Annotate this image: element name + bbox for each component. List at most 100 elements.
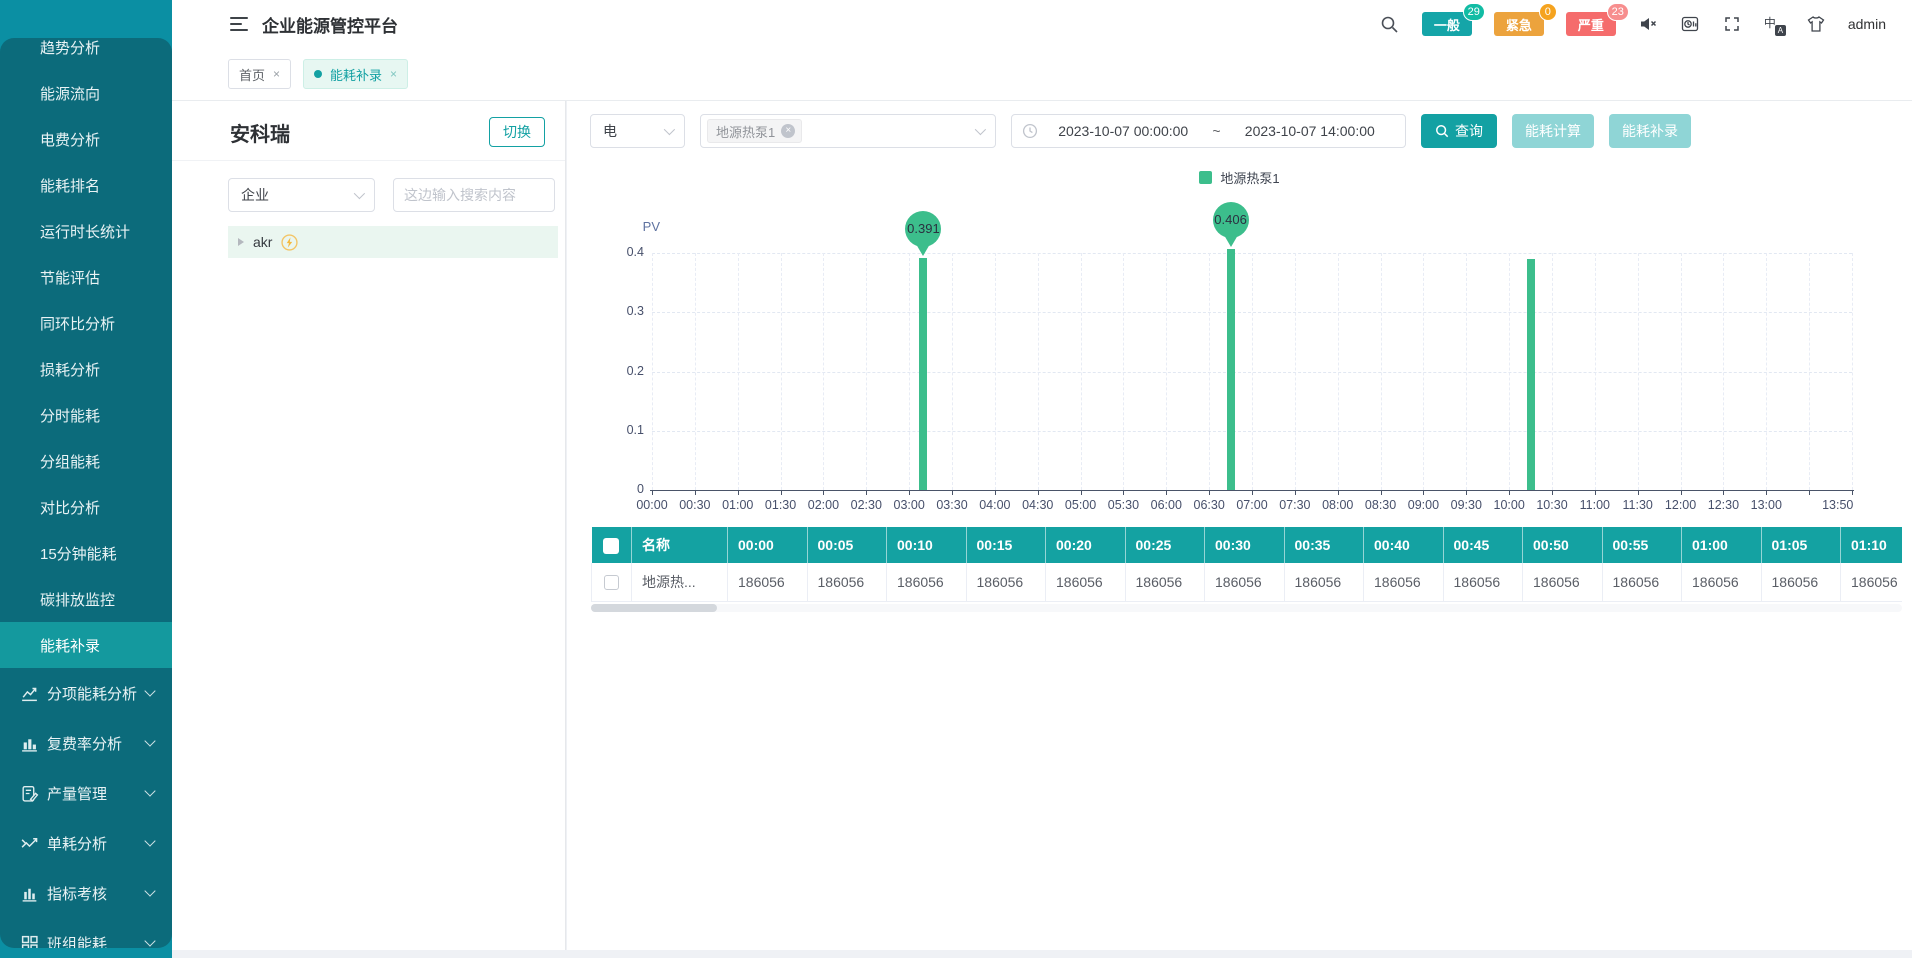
sidebar-item-15分钟能耗[interactable]: 15分钟能耗 [40, 545, 117, 563]
tab-energy-entry[interactable]: 能耗补录 × [303, 59, 409, 89]
sidebar-group-产量管理[interactable]: 产量管理 [0, 768, 172, 818]
y-gridline [652, 430, 1852, 432]
cell-value: 186056 [1522, 563, 1603, 602]
table-row: 地源热... 186056 186056 186056 186056 186056 1860… [591, 563, 1902, 602]
sidebar-item-能耗排名[interactable]: 能耗排名 [40, 177, 101, 195]
date-range-picker[interactable]: 2023-10-07 00:00:00 ~ 2023-10-07 14:00:0… [1011, 114, 1406, 148]
x-gridline [1680, 253, 1682, 490]
alarm-badge-critical[interactable]: 严重 23 [1565, 3, 1629, 36]
y-gridline [652, 312, 1852, 314]
sidebar-item-电费分析[interactable]: 电费分析 [40, 131, 101, 149]
x-gridline [1723, 253, 1725, 490]
energy-entry-button[interactable]: 能耗补录 [1609, 114, 1691, 148]
row-checkbox[interactable] [604, 575, 619, 591]
device-panel: 安科瑞 切换 企业 akr [172, 101, 566, 950]
x-tickmark [1809, 490, 1811, 495]
x-axis-label: 00:30 [679, 498, 711, 512]
chevron-down-icon [144, 885, 156, 897]
switch-button[interactable]: 切换 [489, 117, 545, 147]
select-all-checkbox[interactable] [603, 537, 620, 554]
x-axis-label: 05:30 [1107, 498, 1140, 512]
column-header-time: 01:05 [1761, 527, 1841, 563]
sidebar-item-对比分析[interactable]: 对比分析 [40, 499, 101, 517]
clock-box-icon[interactable] [1680, 14, 1700, 34]
y-axis-title: PV [642, 219, 660, 234]
sidebar-item-分时能耗[interactable]: 分时能耗 [40, 407, 101, 425]
sidebar-item-节能评估[interactable]: 节能评估 [40, 269, 101, 287]
sidebar-item-能源流向[interactable]: 能源流向 [40, 85, 101, 103]
x-gridline [1380, 253, 1382, 490]
cell-value: 186056 [1602, 563, 1682, 602]
cell-value: 186056 [1125, 563, 1205, 602]
date-end[interactable]: 2023-10-07 14:00:00 [1244, 123, 1375, 139]
x-axis-label: 00:00 [636, 498, 668, 512]
sidebar-item-碳排放监控[interactable]: 碳排放监控 [40, 591, 116, 609]
x-axis-label: 07:00 [1236, 498, 1268, 512]
scrollbar-thumb[interactable] [591, 604, 717, 612]
energy-calc-button[interactable]: 能耗计算 [1512, 114, 1594, 148]
cell-value: 186056 [966, 563, 1046, 602]
device-multiselect[interactable]: 地源热泵1 × [700, 114, 996, 148]
x-gridline [823, 253, 825, 490]
date-start[interactable]: 2023-10-07 00:00:00 [1058, 123, 1189, 139]
y-tick-label: 0.3 [626, 304, 644, 319]
bolt-icon [281, 233, 299, 251]
sidebar-item-能耗补录[interactable]: 能耗补录 [0, 622, 172, 668]
x-axis-label: 02:30 [850, 498, 882, 512]
x-axis-label: 08:00 [1322, 498, 1354, 512]
grid-icon [19, 933, 39, 948]
x-gridline [737, 253, 739, 490]
sidebar-group-班组能耗[interactable]: 班组能耗 [0, 918, 172, 948]
alarm-badge-general[interactable]: 一般 29 [1421, 3, 1485, 36]
theme-icon[interactable] [1806, 14, 1826, 34]
y-gridline [652, 371, 1852, 373]
fullscreen-icon[interactable] [1722, 14, 1742, 34]
sidebar-group-指标考核[interactable]: 指标考核 [0, 868, 172, 918]
x-axis-label: 09:00 [1407, 498, 1440, 512]
close-icon[interactable]: × [273, 67, 281, 81]
user-menu[interactable]: admin [1847, 16, 1886, 32]
sidebar-item-趋势分析[interactable]: 趋势分析 [40, 39, 101, 57]
energy-type-select[interactable]: 电 [590, 114, 685, 148]
sidebar-group-单耗分析[interactable]: 单耗分析 [0, 818, 172, 868]
sidebar-group-分项能耗分析[interactable]: 分项能耗分析 [0, 668, 172, 718]
x-tickmark [1594, 490, 1596, 495]
bar-地源热泵1-03:10 [919, 258, 928, 490]
x-axis-label: 04:30 [1022, 498, 1054, 512]
marker-pin-label: 0.391 [907, 221, 940, 237]
chevron-down-icon [974, 123, 987, 136]
tree-item-akr[interactable]: akr [228, 226, 558, 258]
sidebar-item-同环比分析[interactable]: 同环比分析 [40, 315, 116, 333]
x-axis-label: 10:30 [1536, 498, 1568, 512]
search-icon[interactable] [1380, 14, 1400, 34]
org-type-select[interactable]: 企业 [228, 178, 375, 212]
x-axis-label: 06:30 [1193, 498, 1225, 512]
column-header-time: 00:30 [1204, 527, 1285, 563]
remove-tag-icon[interactable]: × [781, 124, 796, 138]
chevron-down-icon [144, 785, 156, 797]
sidebar-item-分组能耗[interactable]: 分组能耗 [40, 453, 101, 471]
sidebar-item-运行时长统计[interactable]: 运行时长统计 [40, 223, 131, 241]
x-axis-label: 03:00 [893, 498, 925, 512]
chart-legend[interactable]: 地源热泵1 [567, 168, 1912, 187]
alarm-badge-urgent[interactable]: 紧急 0 [1493, 3, 1557, 36]
tab-home[interactable]: 首页 × [228, 59, 292, 89]
chevron-down-icon [144, 735, 156, 747]
x-tickmark [1209, 490, 1211, 495]
column-header-time: 01:00 [1681, 527, 1762, 563]
sidebar-group-复费率分析[interactable]: 复费率分析 [0, 718, 172, 768]
query-button[interactable]: 查询 [1421, 114, 1497, 148]
column-header-time: 00:40 [1363, 527, 1444, 563]
tree-search-input[interactable] [393, 178, 555, 212]
sidebar-menu: 趋势分析能源流向电费分析能耗排名运行时长统计 节能评估同环比分析损耗分析分时能耗分… [0, 38, 172, 948]
data-table: 名称 00:00 00:05 00:10 00:15 00:20 00:25 00:30 00:… [591, 527, 1902, 602]
collapse-menu-icon[interactable] [230, 17, 248, 31]
device-tag: 地源热泵1 × [707, 119, 803, 143]
mute-icon[interactable] [1638, 14, 1658, 34]
sidebar-item-损耗分析[interactable]: 损耗分析 [40, 361, 101, 379]
x-tickmark [1337, 490, 1339, 495]
close-icon[interactable]: × [390, 67, 398, 81]
caret-right-icon [238, 238, 244, 246]
column-header-time: 00:35 [1284, 527, 1364, 563]
